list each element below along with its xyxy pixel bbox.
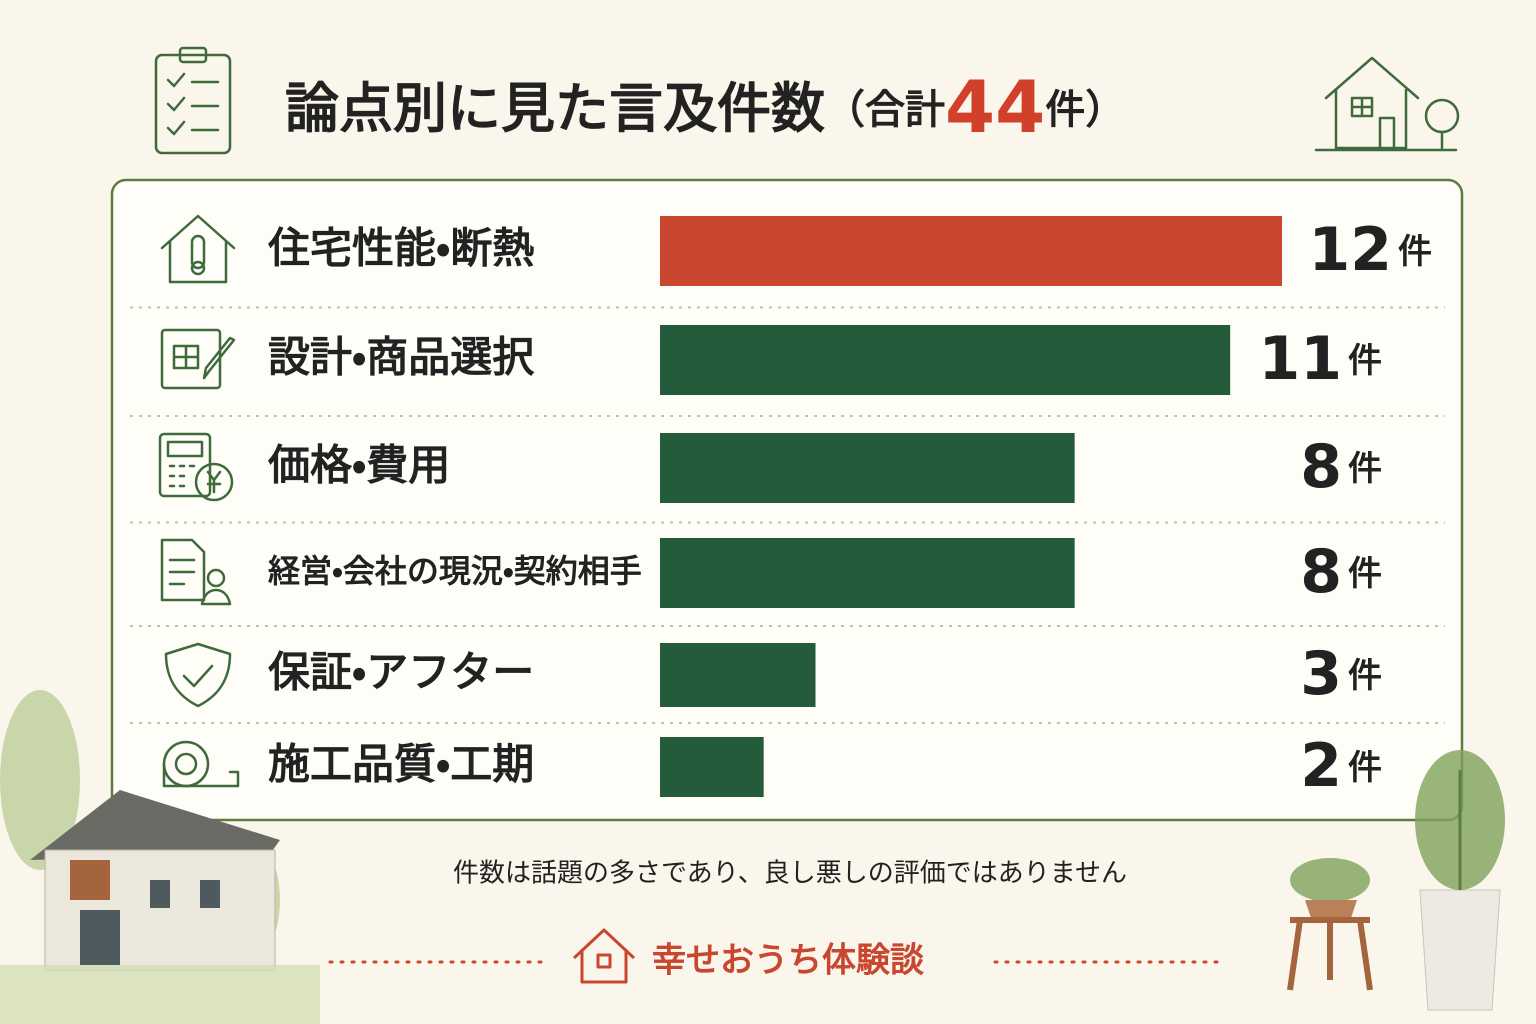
value-number: 12 [1309,215,1393,285]
value-label: 11 件 [1259,324,1383,394]
category-label: 価格・費用 [267,441,450,490]
bar [660,538,1075,608]
chart-title: 論点別に見た言及件数（合計44件） [285,65,1125,149]
row-icons [158,214,240,788]
house-icon [1314,56,1460,152]
total-prefix: （合計 [825,87,945,133]
value-number: 3 [1300,639,1342,709]
decoration-left [0,690,320,1024]
value-unit: 件 [1348,341,1382,381]
title-text: 論点別に見た言及件数 [285,77,825,140]
bar [660,325,1231,395]
value-unit: 件 [1398,232,1432,272]
category-label: 保証・アフター [268,648,534,697]
decoration-right [1287,750,1505,1011]
total-suffix: 件） [1045,87,1125,133]
value-label: 12 件 [1309,215,1433,285]
value-number: 11 [1259,324,1343,394]
value-number: 8 [1300,537,1342,607]
value-unit: 件 [1348,449,1382,489]
value-number: 8 [1300,432,1342,502]
value-unit: 件 [1348,656,1382,696]
rows: 住宅性能・断熱 12 件設計・商品選択 11 件価格・費用 8 件経営・会社の現況・契約相手… [130,215,1445,801]
clipboard-icon [154,46,232,155]
bar [660,216,1282,286]
category-label: 経営・会社の現況・契約相手 [268,552,642,590]
value-unit: 件 [1348,554,1382,594]
brand-icon [572,928,636,984]
bar [660,433,1075,503]
category-label: 設計・商品選択 [268,333,535,382]
value-number: 2 [1300,731,1342,801]
total-value: 44 [945,65,1045,149]
note: 件数は話題の多さであり、良し悪しの評価ではありません [453,859,1127,889]
bar [660,643,816,707]
brand: 幸せおうち体験談 [652,941,924,981]
value-unit: 件 [1348,748,1382,788]
category-label: 施工品質・工期 [268,740,534,789]
category-label: 住宅性能・断熱 [267,224,534,273]
bar [660,737,764,797]
